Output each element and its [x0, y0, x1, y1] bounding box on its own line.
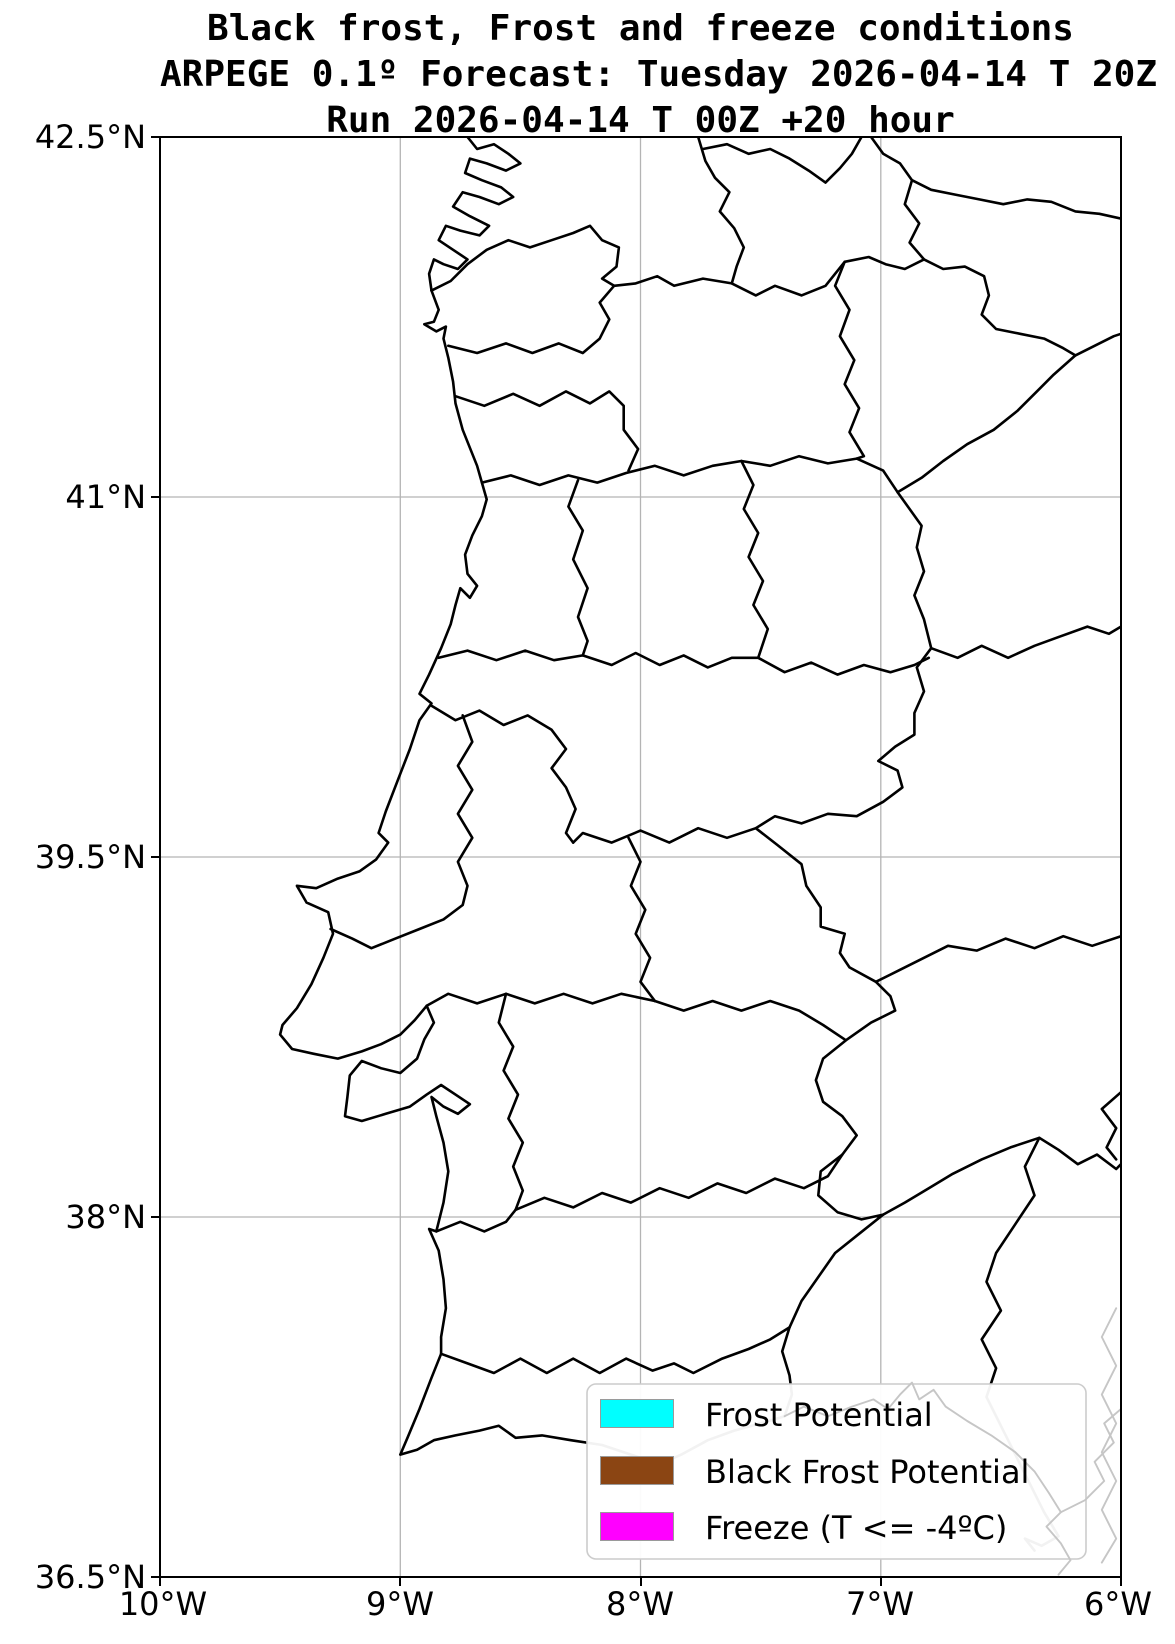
boundary-line	[480, 454, 899, 494]
boundary-line	[567, 478, 589, 657]
boundary-line	[740, 459, 770, 660]
tick-mark	[151, 856, 159, 858]
boundary-line	[425, 992, 657, 1008]
legend-swatch-freeze	[600, 1512, 674, 1541]
boundary-line	[439, 1326, 791, 1375]
boundary-line	[929, 625, 1121, 660]
tick-mark	[399, 1578, 402, 1586]
coastline-gray	[783, 1381, 1072, 1576]
legend-label-frost: Frost Potential	[705, 1396, 933, 1434]
boundary-line	[497, 992, 525, 1212]
ytick-39-5n: 39.5°N	[34, 838, 146, 876]
boundary-line	[278, 289, 786, 1466]
boundary-line	[627, 836, 657, 1003]
tick-mark	[151, 1216, 159, 1218]
boundary-line	[571, 826, 758, 844]
tick-mark	[639, 1578, 642, 1586]
boundary-line	[903, 178, 926, 261]
xtick-9w: 9°W	[366, 1585, 434, 1623]
boundary-line	[446, 284, 616, 355]
boundary-line	[874, 934, 1121, 984]
figure-subtitle-run: Run 2026-04-14 T 00Z +20 hour	[326, 100, 955, 141]
figure-subtitle-forecast: ARPEGE 0.1º Forecast: Tuesday 2026-04-14…	[160, 54, 1157, 95]
ytick-42-5n: 42.5°N	[34, 118, 146, 156]
xtick-6w: 6°W	[1084, 1585, 1152, 1623]
boundary-line	[1074, 332, 1121, 357]
ytick-41n: 41°N	[65, 478, 146, 516]
tick-mark	[151, 1576, 159, 1578]
xtick-10w: 10°W	[118, 1585, 208, 1623]
boundary-line	[869, 137, 1121, 220]
boundary-line	[514, 1153, 844, 1212]
ytick-38n: 38°N	[65, 1198, 146, 1236]
boundary-line	[653, 999, 847, 1041]
xtick-7w: 7°W	[846, 1585, 914, 1623]
boundary-line	[427, 137, 522, 292]
figure-title-block: Black frost, Frost and freeze conditions…	[160, 6, 1157, 144]
tick-mark	[151, 136, 159, 138]
boundary-line	[881, 1136, 1121, 1216]
coastline-gray	[1059, 1408, 1121, 1514]
legend-swatch-frost	[600, 1399, 674, 1428]
boundary-line	[437, 649, 931, 676]
coastline-gray	[1100, 1307, 1118, 1564]
legend-label-black-frost: Black Frost Potential	[705, 1453, 1030, 1491]
boundary-line	[454, 390, 640, 472]
boundary-line	[329, 714, 474, 950]
tick-mark	[159, 1578, 161, 1586]
tick-mark	[879, 1578, 882, 1586]
legend-box	[586, 1383, 1087, 1560]
legend-label-freeze: Freeze (T <= -4ºC)	[705, 1509, 1008, 1547]
boundary-line	[430, 224, 1077, 1418]
xtick-8w: 8°W	[606, 1585, 674, 1623]
legend-swatch-black-frost	[600, 1456, 674, 1485]
tick-mark	[1120, 1578, 1122, 1586]
figure-title: Black frost, Frost and freeze conditions	[207, 8, 1074, 49]
boundary-line	[434, 1208, 517, 1233]
boundary-line	[696, 137, 746, 285]
map-canvas	[160, 137, 1121, 1577]
boundary-line	[701, 137, 863, 184]
boundary-line	[1100, 1090, 1121, 1161]
ytick-36-5n: 36.5°N	[34, 1558, 146, 1596]
boundary-line	[833, 260, 866, 460]
tick-mark	[151, 496, 159, 498]
boundary-line	[430, 704, 577, 844]
